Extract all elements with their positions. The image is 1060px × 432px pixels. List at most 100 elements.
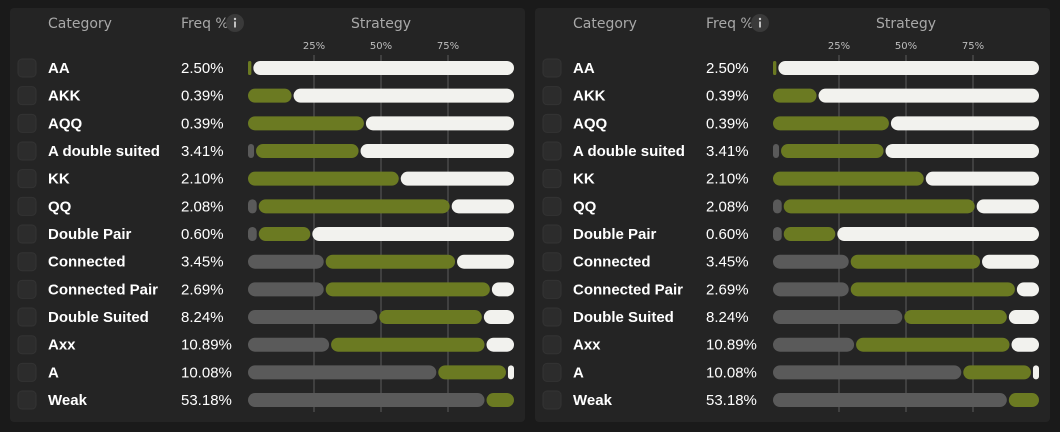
- checkbox[interactable]: [542, 86, 562, 106]
- raise-segment: [491, 282, 514, 297]
- checkbox[interactable]: [17, 252, 37, 272]
- tick-label: 50%: [895, 41, 917, 52]
- raise-segment: [451, 199, 514, 214]
- checkbox[interactable]: [542, 224, 562, 244]
- fold-segment: [248, 365, 437, 380]
- category-header: Category: [48, 16, 112, 32]
- call-segment: [1008, 393, 1039, 408]
- freq-value: 3.41%: [706, 143, 749, 160]
- freq-value: 10.89%: [181, 337, 232, 354]
- freq-value: 2.08%: [181, 198, 224, 215]
- raise-segment: [1008, 310, 1039, 325]
- checkbox[interactable]: [17, 113, 37, 133]
- fold-segment: [773, 227, 782, 242]
- call-segment: [773, 171, 924, 186]
- call-segment: [781, 144, 884, 159]
- category-label: A: [48, 364, 59, 381]
- freq-value: 10.08%: [706, 364, 757, 381]
- category-label: Axx: [573, 337, 601, 354]
- checkbox[interactable]: [17, 86, 37, 106]
- checkbox[interactable]: [17, 141, 37, 161]
- category-label: Connected Pair: [573, 281, 683, 298]
- freq-value: 10.08%: [181, 364, 232, 381]
- call-segment: [258, 199, 450, 214]
- category-label: AKK: [573, 88, 606, 105]
- freq-value: 0.39%: [181, 115, 224, 132]
- checkbox[interactable]: [542, 390, 562, 410]
- checkbox[interactable]: [542, 279, 562, 299]
- checkbox[interactable]: [542, 335, 562, 355]
- checkbox[interactable]: [17, 196, 37, 216]
- info-icon[interactable]: [226, 14, 244, 32]
- strategy-header: Strategy: [351, 16, 411, 32]
- raise-segment: [360, 144, 514, 159]
- category-label: Connected Pair: [48, 281, 158, 298]
- call-segment: [773, 116, 889, 131]
- raise-segment: [483, 310, 514, 325]
- raise-segment: [312, 227, 514, 242]
- freq-header: Freq %: [181, 16, 229, 32]
- call-segment: [248, 116, 364, 131]
- freq-value: 0.39%: [706, 115, 749, 132]
- raise-segment: [976, 199, 1039, 214]
- checkbox[interactable]: [17, 390, 37, 410]
- raise-segment: [982, 254, 1039, 269]
- freq-value: 2.69%: [181, 281, 224, 298]
- raise-segment: [1032, 365, 1039, 380]
- raise-segment: [818, 88, 1039, 103]
- checkbox[interactable]: [17, 307, 37, 327]
- call-segment: [325, 282, 490, 297]
- raise-segment: [837, 227, 1039, 242]
- checkbox[interactable]: [17, 58, 37, 78]
- fold-segment: [773, 393, 1007, 408]
- checkbox[interactable]: [17, 224, 37, 244]
- category-label: Weak: [573, 392, 613, 409]
- category-label: Axx: [48, 337, 76, 354]
- freq-value: 2.10%: [706, 171, 749, 188]
- fold-segment: [248, 254, 324, 269]
- fold-segment: [773, 199, 782, 214]
- category-label: AA: [48, 60, 70, 77]
- checkbox[interactable]: [17, 169, 37, 189]
- checkbox[interactable]: [542, 58, 562, 78]
- tick-label: 75%: [437, 41, 459, 52]
- call-segment: [850, 282, 1015, 297]
- freq-value: 8.24%: [181, 309, 224, 326]
- tick-label: 75%: [962, 41, 984, 52]
- raise-segment: [400, 171, 514, 186]
- raise-segment: [778, 61, 1039, 75]
- fold-segment: [773, 144, 780, 159]
- fold-segment: [773, 337, 855, 352]
- checkbox[interactable]: [17, 335, 37, 355]
- freq-value: 2.10%: [181, 171, 224, 188]
- freq-value: 8.24%: [706, 309, 749, 326]
- category-label: Double Pair: [573, 226, 657, 243]
- category-label: QQ: [48, 198, 72, 215]
- checkbox[interactable]: [17, 279, 37, 299]
- freq-value: 0.39%: [706, 88, 749, 105]
- fold-segment: [248, 310, 378, 325]
- strategy-header: Strategy: [876, 16, 936, 32]
- checkbox[interactable]: [17, 362, 37, 382]
- raise-segment: [1011, 337, 1039, 352]
- checkbox[interactable]: [542, 252, 562, 272]
- category-label: Connected: [48, 254, 126, 271]
- fold-segment: [248, 337, 330, 352]
- call-segment: [248, 171, 399, 186]
- tick-label: 50%: [370, 41, 392, 52]
- checkbox[interactable]: [542, 113, 562, 133]
- checkbox[interactable]: [542, 169, 562, 189]
- tick-label: 25%: [828, 41, 850, 52]
- checkbox[interactable]: [542, 362, 562, 382]
- checkbox[interactable]: [542, 196, 562, 216]
- raise-segment: [1016, 282, 1039, 297]
- info-icon[interactable]: [751, 14, 769, 32]
- category-header: Category: [573, 16, 637, 32]
- category-label: KK: [573, 171, 595, 188]
- checkbox[interactable]: [542, 141, 562, 161]
- call-segment: [258, 227, 311, 242]
- checkbox[interactable]: [542, 307, 562, 327]
- freq-value: 3.41%: [181, 143, 224, 160]
- category-label: Double Pair: [48, 226, 132, 243]
